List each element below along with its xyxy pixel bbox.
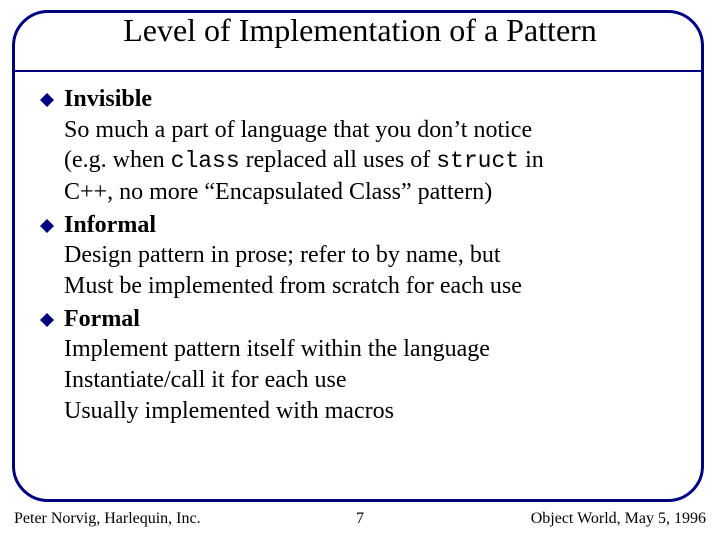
bullet-head: Invisible	[64, 84, 152, 115]
bullet-body-line: So much a part of language that you don’…	[64, 115, 680, 146]
inline-code: class	[171, 148, 240, 174]
bullet-body-line: Implement pattern itself within the lang…	[64, 334, 680, 365]
bullet-head: Formal	[64, 304, 140, 335]
bullet-body-line: Design pattern in prose; refer to by nam…	[64, 240, 680, 271]
bullet-body-line: (e.g. when class replaced all uses of st…	[64, 145, 680, 176]
bullet-body-line: Usually implemented with macros	[64, 396, 680, 427]
diamond-bullet-icon	[40, 219, 54, 233]
diamond-bullet-icon	[40, 313, 54, 327]
footer-venue: Object World, May 5, 1996	[531, 510, 706, 528]
slide-body: InvisibleSo much a part of language that…	[40, 82, 680, 427]
slide-title: Level of Implementation of a Pattern	[0, 12, 720, 49]
bullet-item: Formal	[40, 304, 680, 335]
bullet-body-line: C++, no more “Encapsulated Class” patter…	[64, 177, 680, 208]
bullet-body-line: Must be implemented from scratch for eac…	[64, 271, 680, 302]
footer-author: Peter Norvig, Harlequin, Inc.	[14, 510, 201, 528]
title-divider	[15, 70, 701, 72]
bullet-item: Invisible	[40, 84, 680, 115]
slide-footer: Peter Norvig, Harlequin, Inc. 7 Object W…	[14, 510, 706, 528]
bullet-item: Informal	[40, 210, 680, 241]
bullet-body-line: Instantiate/call it for each use	[64, 365, 680, 396]
bullet-head: Informal	[64, 210, 156, 241]
inline-code: struct	[436, 148, 519, 174]
diamond-bullet-icon	[40, 93, 54, 107]
